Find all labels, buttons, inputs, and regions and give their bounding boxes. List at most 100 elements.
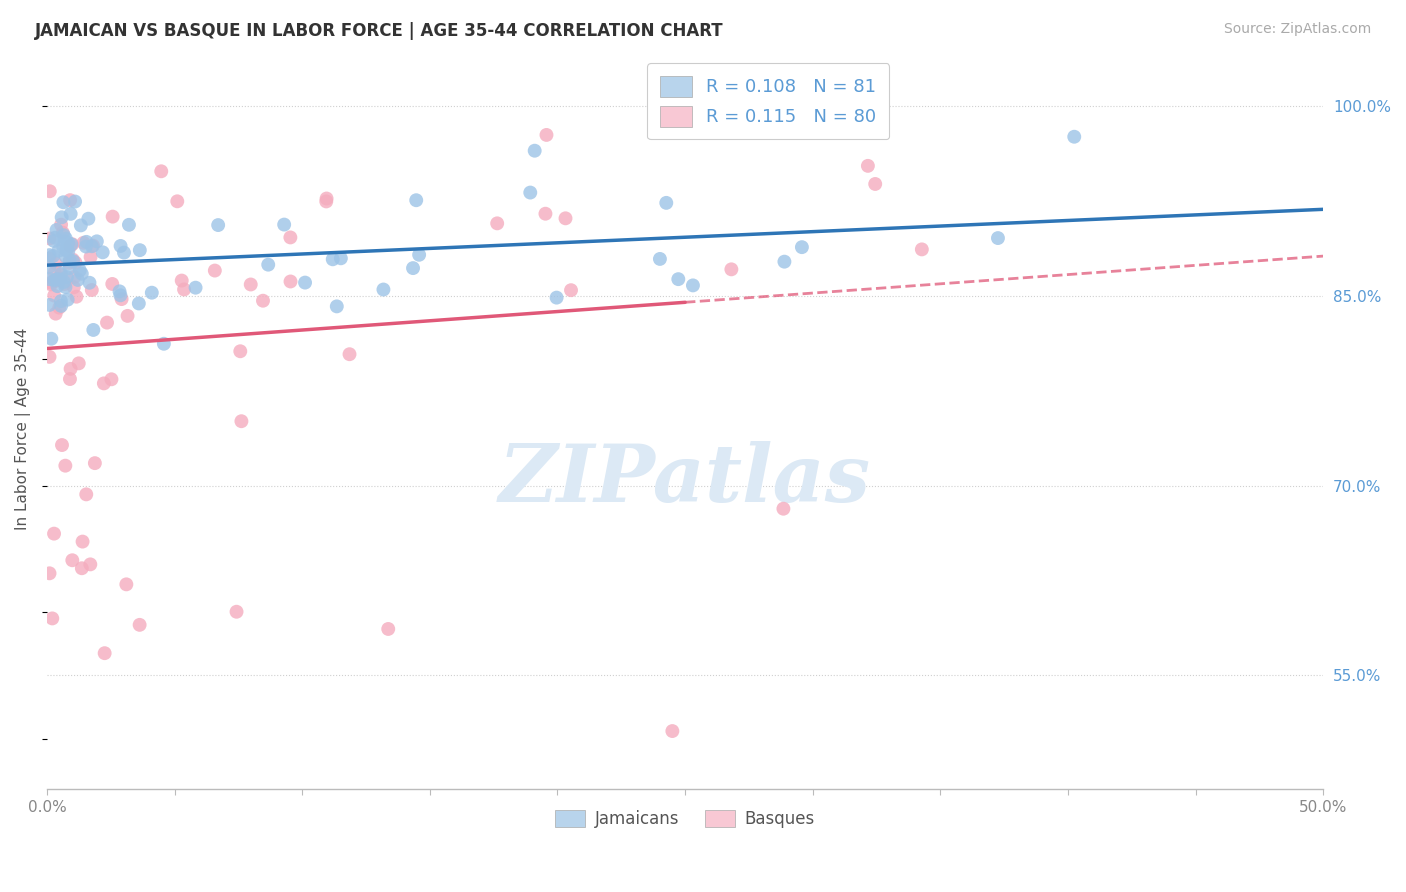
Basques [93, 646, 115, 660]
Basques [67, 356, 90, 370]
Basques [51, 438, 73, 452]
Jamaicans [66, 273, 89, 287]
Basques [79, 558, 101, 572]
Basques [38, 231, 60, 245]
Basques [280, 230, 302, 244]
Jamaicans [402, 261, 425, 276]
Jamaicans [294, 276, 316, 290]
Basques [280, 275, 302, 289]
Basques [63, 270, 86, 285]
Jamaicans [987, 231, 1010, 245]
Basques [52, 226, 75, 240]
Text: ZIPatlas: ZIPatlas [499, 441, 872, 518]
Basques [486, 216, 509, 230]
Basques [173, 282, 195, 296]
Basques [856, 159, 879, 173]
Jamaicans [42, 234, 65, 248]
Jamaicans [56, 270, 79, 285]
Basques [45, 274, 67, 288]
Basques [65, 255, 87, 269]
Basques [252, 293, 274, 308]
Basques [225, 605, 247, 619]
Basques [772, 501, 794, 516]
Basques [44, 288, 66, 302]
Jamaicans [128, 243, 150, 257]
Jamaicans [373, 283, 395, 297]
Basques [70, 561, 93, 575]
Basques [38, 184, 60, 198]
Jamaicans [141, 285, 163, 300]
Jamaicans [56, 293, 79, 307]
Jamaicans [52, 240, 75, 254]
Jamaicans [49, 299, 72, 313]
Basques [44, 266, 66, 280]
Jamaicans [46, 279, 69, 293]
Basques [720, 262, 742, 277]
Basques [315, 194, 337, 209]
Jamaicans [62, 254, 84, 268]
Jamaicans [41, 332, 63, 346]
Basques [315, 192, 337, 206]
Jamaicans [69, 219, 91, 233]
Jamaicans [408, 248, 430, 262]
Basques [82, 238, 104, 252]
Jamaicans [648, 252, 671, 266]
Basques [231, 414, 253, 428]
Basques [41, 611, 63, 625]
Jamaicans [118, 218, 141, 232]
Jamaicans [52, 195, 75, 210]
Basques [101, 210, 124, 224]
Jamaicans [273, 218, 295, 232]
Jamaicans [38, 272, 60, 286]
Basques [72, 235, 94, 250]
Basques [128, 617, 150, 632]
Basques [59, 239, 82, 253]
Jamaicans [329, 252, 352, 266]
Jamaicans [91, 245, 114, 260]
Jamaicans [523, 144, 546, 158]
Basques [93, 376, 115, 391]
Jamaicans [53, 234, 76, 248]
Jamaicans [257, 258, 280, 272]
Basques [536, 128, 558, 142]
Basques [863, 177, 886, 191]
Jamaicans [128, 296, 150, 310]
Basques [65, 290, 87, 304]
Basques [42, 526, 65, 541]
Y-axis label: In Labor Force | Age 35-44: In Labor Force | Age 35-44 [15, 327, 31, 530]
Jamaicans [55, 249, 77, 263]
Jamaicans [519, 186, 541, 200]
Basques [554, 211, 576, 226]
Basques [38, 252, 60, 266]
Basques [39, 277, 62, 292]
Basques [560, 283, 582, 297]
Jamaicans [75, 235, 97, 249]
Jamaicans [69, 263, 91, 277]
Basques [75, 487, 97, 501]
Basques [59, 193, 82, 207]
Jamaicans [55, 244, 77, 258]
Jamaicans [55, 231, 77, 245]
Basques [62, 252, 84, 267]
Basques [229, 344, 252, 359]
Jamaicans [86, 235, 108, 249]
Basques [117, 309, 139, 323]
Basques [534, 207, 557, 221]
Jamaicans [59, 253, 82, 268]
Basques [49, 268, 72, 282]
Jamaicans [153, 336, 176, 351]
Jamaicans [60, 237, 83, 252]
Basques [110, 292, 132, 306]
Basques [45, 256, 67, 270]
Jamaicans [53, 275, 76, 289]
Jamaicans [405, 193, 427, 207]
Jamaicans [1063, 129, 1085, 144]
Basques [377, 622, 399, 636]
Jamaicans [45, 223, 67, 237]
Jamaicans [58, 236, 80, 251]
Basques [53, 458, 76, 473]
Legend: Jamaicans, Basques: Jamaicans, Basques [548, 804, 821, 835]
Basques [166, 194, 188, 209]
Jamaicans [110, 239, 132, 253]
Basques [39, 276, 62, 290]
